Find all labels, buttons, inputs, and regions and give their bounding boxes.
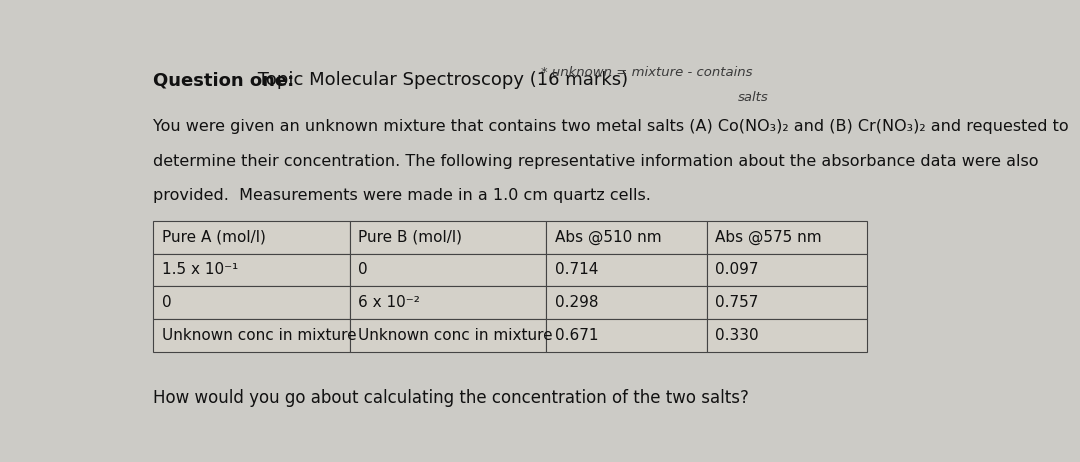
Bar <box>350 286 546 319</box>
Bar <box>706 254 867 286</box>
Bar <box>546 319 706 352</box>
Bar <box>153 286 350 319</box>
Bar <box>546 221 706 254</box>
Text: provided.  Measurements were made in a 1.0 cm quartz cells.: provided. Measurements were made in a 1.… <box>153 188 651 203</box>
Text: 0.330: 0.330 <box>715 328 758 343</box>
Bar <box>706 286 867 319</box>
Text: salts: salts <box>738 91 768 104</box>
Text: How would you go about calculating the concentration of the two salts?: How would you go about calculating the c… <box>153 389 750 407</box>
Bar <box>706 319 867 352</box>
Text: 0.757: 0.757 <box>715 295 758 310</box>
Bar <box>153 319 350 352</box>
Text: 0: 0 <box>359 262 368 278</box>
Text: * unknown = mixture - contains: * unknown = mixture - contains <box>541 66 753 79</box>
Bar <box>350 254 546 286</box>
Text: 0.298: 0.298 <box>555 295 598 310</box>
Text: 0.671: 0.671 <box>555 328 598 343</box>
Text: Unknown conc in mixture: Unknown conc in mixture <box>162 328 356 343</box>
Text: Abs @575 nm: Abs @575 nm <box>715 230 822 245</box>
Bar <box>153 221 350 254</box>
Text: Unknown conc in mixture: Unknown conc in mixture <box>359 328 553 343</box>
Text: You were given an unknown mixture that contains two metal salts (A) Co(NO₃)₂ and: You were given an unknown mixture that c… <box>153 120 1069 134</box>
Bar <box>546 286 706 319</box>
Bar <box>706 221 867 254</box>
Bar <box>350 319 546 352</box>
Text: Topic Molecular Spectroscopy (16 marks): Topic Molecular Spectroscopy (16 marks) <box>253 72 629 90</box>
Bar <box>153 254 350 286</box>
Text: 1.5 x 10⁻¹: 1.5 x 10⁻¹ <box>162 262 238 278</box>
Bar <box>546 254 706 286</box>
Text: 6 x 10⁻²: 6 x 10⁻² <box>359 295 420 310</box>
Text: 0: 0 <box>162 295 172 310</box>
Text: Pure B (mol/l): Pure B (mol/l) <box>359 230 462 245</box>
Text: Pure A (mol/l): Pure A (mol/l) <box>162 230 266 245</box>
Text: Question one:: Question one: <box>153 72 295 90</box>
Text: Abs @510 nm: Abs @510 nm <box>555 230 661 245</box>
Text: determine their concentration. The following representative information about th: determine their concentration. The follo… <box>153 154 1039 169</box>
Text: 0.097: 0.097 <box>715 262 758 278</box>
Bar <box>350 221 546 254</box>
Text: 0.714: 0.714 <box>555 262 598 278</box>
